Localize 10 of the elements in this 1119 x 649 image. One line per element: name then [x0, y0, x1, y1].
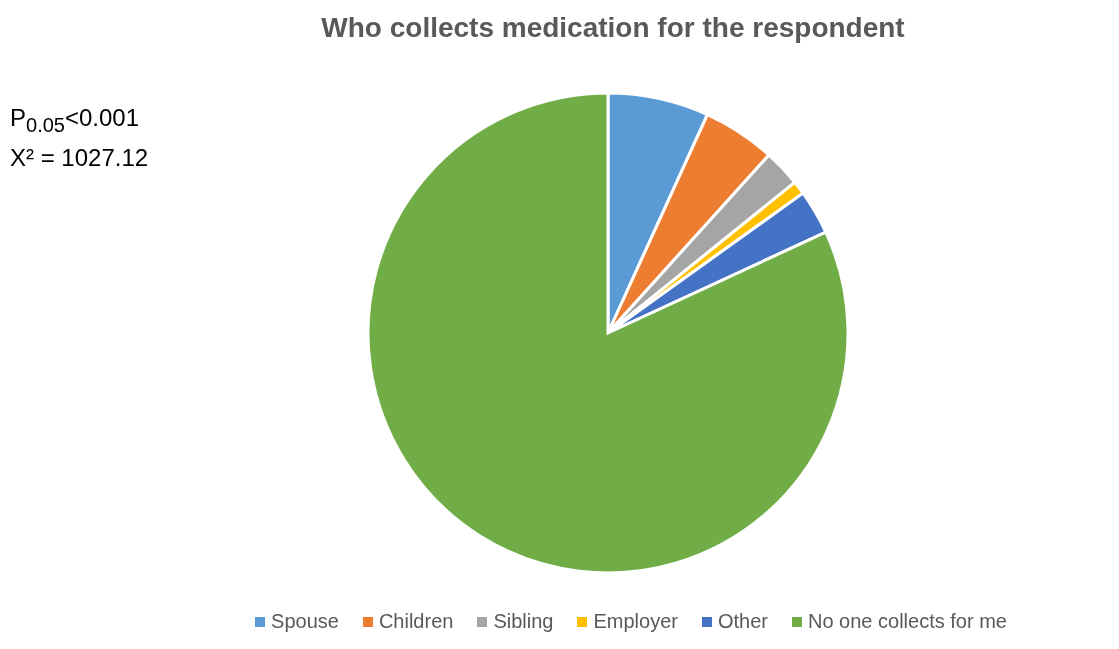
legend-label: Sibling	[492, 610, 554, 633]
legend-label: Employer	[592, 610, 678, 633]
pie-slice	[366, 91, 850, 575]
chart-title: Who collects medication for the respondent	[320, 12, 906, 44]
text: X² = 1027.12	[10, 144, 149, 172]
legend-label: No one collects for me	[806, 610, 1007, 633]
text: P$_{0.05}$<0.001	[10, 104, 140, 137]
legend-label: Spouse	[270, 610, 339, 633]
legend-label: Children	[377, 610, 454, 633]
legend-label: Other	[716, 610, 768, 633]
